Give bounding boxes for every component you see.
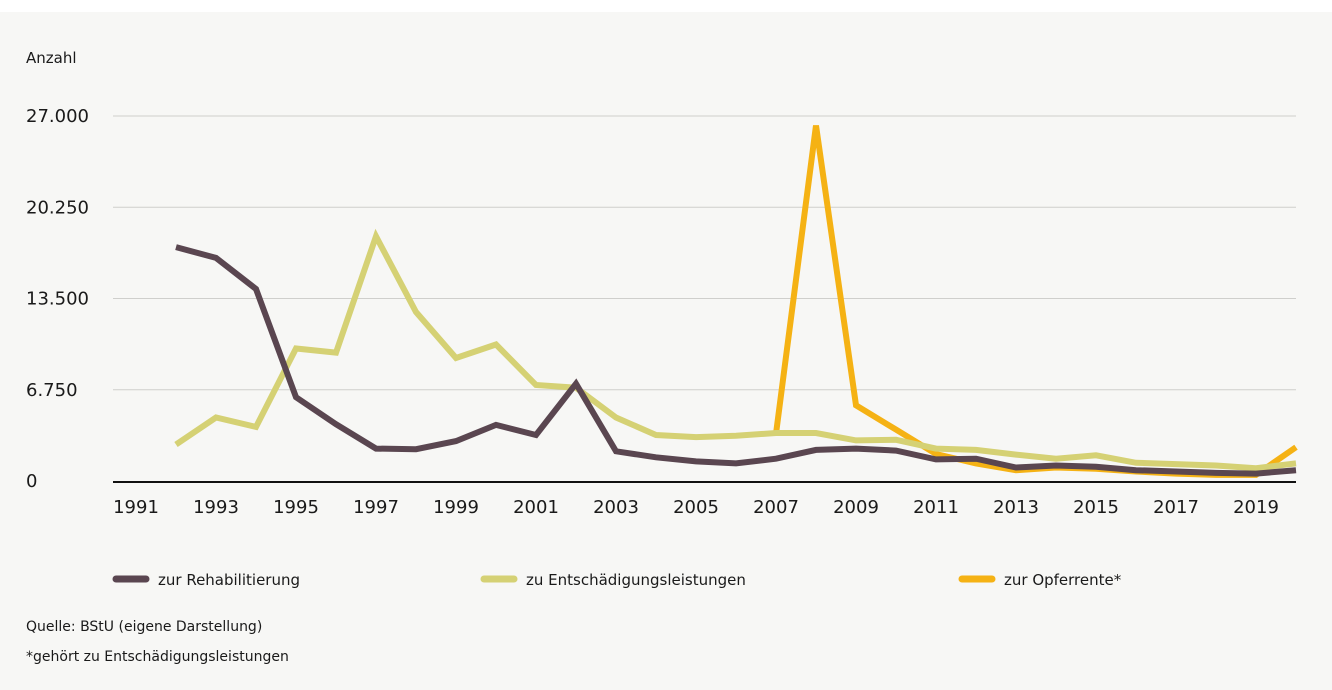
legend: zur Rehabilitierung zu Entschädigungsleis… [112, 571, 1122, 589]
x-tick-label: 2003 [593, 497, 639, 518]
x-tick-label: 2005 [673, 497, 719, 518]
gridlines [113, 115, 1296, 391]
x-tick-label: 2017 [1153, 497, 1199, 518]
series-line-0 [175, 244, 1297, 477]
y-tick-label: 6.750 [26, 380, 78, 401]
x-tick-label: 1999 [433, 497, 479, 518]
source-note: Quelle: BStU (eigene Darstellung) [26, 619, 263, 635]
x-tick-label: 2019 [1233, 497, 1279, 518]
y-axis-label: Anzahl [26, 49, 77, 67]
y-tick-label: 13.500 [26, 289, 89, 310]
x-tick-label: 1995 [273, 497, 319, 518]
x-tick-label: 2001 [513, 497, 559, 518]
series-line-2 [773, 125, 1298, 478]
y-tick-label: 27.000 [26, 106, 89, 127]
legend-label: zur Rehabilitierung [158, 571, 300, 589]
chart-panel [0, 12, 1332, 690]
x-tick-label: 1997 [353, 497, 399, 518]
series-line-1 [174, 228, 1297, 472]
legend-label: zur Opferrente* [1004, 571, 1122, 589]
x-tick-label: 1993 [193, 497, 239, 518]
x-tick-label: 2015 [1073, 497, 1119, 518]
series-lines [174, 125, 1298, 478]
x-tick-label: 2007 [753, 497, 799, 518]
x-tick-labels: 1991 1993 1995 1997 1999 2001 2003 2005 2007 2009… [113, 497, 1279, 518]
x-tick-label: 2011 [913, 497, 959, 518]
footnote: *gehört zu Entschädigungsleistungen [26, 649, 289, 665]
y-tick-label: 0 [26, 471, 37, 492]
x-tick-label: 2009 [833, 497, 879, 518]
x-tick-label: 1991 [113, 497, 159, 518]
y-tick-labels: 0 6.750 13.500 20.250 27.000 [26, 106, 89, 492]
y-tick-label: 20.250 [26, 197, 89, 218]
legend-label: zu Entschädigungsleistungen [526, 571, 746, 589]
x-tick-label: 2013 [993, 497, 1039, 518]
